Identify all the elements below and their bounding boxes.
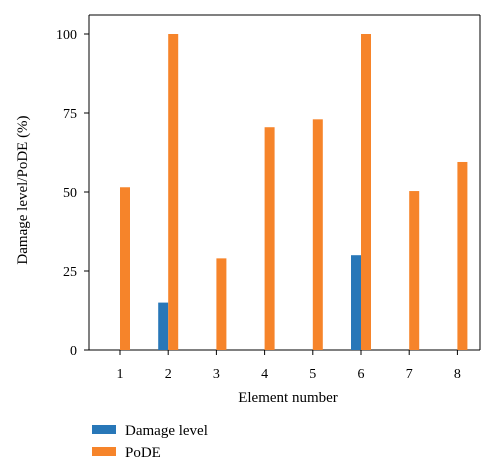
legend-label-pode: PoDE (125, 445, 161, 461)
bar-pode (361, 34, 371, 350)
bar-pode (409, 191, 420, 350)
y-ticks-layer: 0 25 50 75 100 (56, 28, 89, 359)
bars-layer (120, 34, 468, 350)
y-axis-title: Damage level/PoDE (%) (15, 115, 31, 264)
x-tick-label: 3 (213, 367, 220, 382)
x-tick-label: 1 (117, 367, 124, 382)
bar-damage-level (351, 255, 361, 350)
x-tick-label: 6 (358, 367, 365, 382)
bar-pode (457, 161, 468, 350)
bar-damage-level (158, 302, 169, 350)
legend-swatch-pode (92, 447, 116, 456)
x-tick-label: 4 (261, 367, 268, 382)
x-tick-label: 2 (165, 367, 172, 382)
bar-pode (120, 187, 130, 350)
legend-label-damage-level: Damage level (125, 423, 208, 439)
y-tick-label: 50 (63, 186, 77, 201)
y-tick-label: 25 (63, 265, 77, 280)
x-tick-label: 5 (309, 367, 316, 382)
bar-pode (216, 258, 227, 350)
bar-pode (168, 34, 179, 350)
bar-pode (312, 119, 323, 350)
y-tick-label: 75 (63, 107, 77, 122)
x-tick-label: 8 (454, 367, 461, 382)
y-tick-label: 100 (56, 28, 77, 43)
bar-pode (264, 127, 275, 350)
legend: Damage level PoDE (92, 423, 208, 461)
legend-swatch-damage-level (92, 425, 116, 434)
x-axis-title: Element number (238, 390, 338, 406)
x-ticks-layer: 1 2 3 4 5 6 7 8 (117, 350, 461, 382)
y-tick-label: 0 (70, 344, 77, 359)
x-tick-label: 7 (406, 367, 413, 382)
